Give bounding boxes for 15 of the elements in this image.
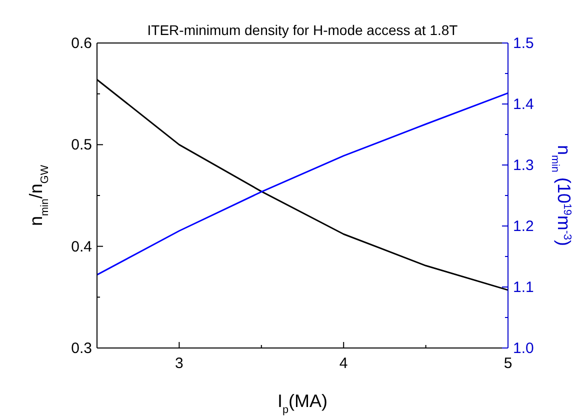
y2-tick-label: 1.2 (513, 218, 534, 235)
y-tick-label: 0.5 (71, 136, 92, 154)
y-tick-label: 0.4 (71, 238, 92, 256)
x-tick-label: 5 (504, 355, 512, 372)
y2-tick-label: 1.1 (513, 279, 534, 296)
y2-tick-label: 1.5 (513, 35, 534, 52)
y2-tick-label: 1.0 (513, 340, 534, 357)
y-tick-label: 0.3 (71, 340, 92, 357)
chart-title: ITER-minimum density for H-mode access at 1.8T (147, 22, 458, 38)
x-tick-label: 3 (175, 355, 184, 372)
x-axis-title: I$_{p}$(MA) (277, 391, 328, 416)
y2-tick-label: 1.3 (513, 157, 534, 174)
y2-tick-label: 1.4 (513, 96, 534, 113)
x-tick-label: 4 (339, 355, 348, 372)
y-tick-label: 0.6 (71, 35, 92, 52)
